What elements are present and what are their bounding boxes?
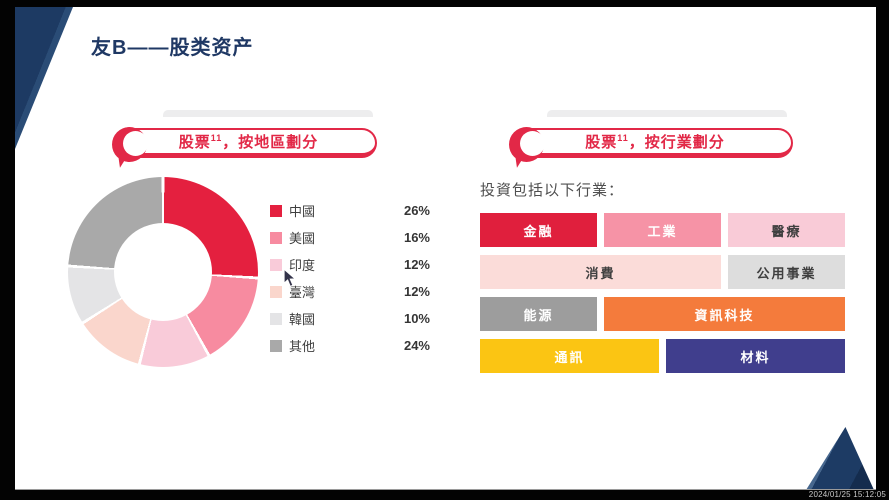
left-section-header: 股票11，按地區劃分 [112, 127, 377, 168]
industry-block: 醫療 [728, 213, 845, 247]
right-section-header: 股票11，按行業劃分 [509, 127, 793, 168]
industry-block: 消費 [480, 255, 721, 289]
region-chart-legend: 中國 26% 美國 16% 印度 12% 臺灣 12% 韓國 10% 其他 24% [270, 197, 430, 359]
legend-swatch [270, 204, 282, 217]
recording-timestamp: 2024/01/25 15:12:05 [808, 490, 886, 499]
legend-item: 中國 26% [270, 197, 430, 224]
left-section-header-label: 股票11，按地區劃分 [178, 133, 319, 151]
legend-item: 美國 16% [270, 224, 430, 251]
industry-block: 材料 [666, 339, 845, 373]
legend-swatch [270, 285, 282, 298]
left-header-shadow [163, 110, 373, 117]
legend-item: 印度 12% [270, 251, 430, 278]
legend-item: 其他 24% [270, 332, 430, 359]
corner-stripes-decoration-bottom-right [806, 427, 874, 489]
page-title: 友B——股类资产 [91, 37, 254, 59]
industries-subtitle: 投資包括以下行業： [480, 182, 625, 199]
legend-value: 12% [403, 257, 430, 272]
presentation-slide: 友B——股类资产 股票11，按地區劃分 股票11，按行業劃分 中國 26% 美國 16… [15, 7, 876, 490]
corner-stripes-decoration-top-left [15, 7, 73, 149]
industry-block: 工業 [604, 213, 721, 247]
right-section-header-label: 股票11，按行業劃分 [585, 133, 725, 151]
quote-crescent-icon [112, 127, 148, 168]
legend-value: 26% [403, 203, 430, 218]
legend-swatch [270, 339, 282, 352]
legend-label: 印度 [289, 258, 316, 273]
industry-block: 資訊科技 [604, 297, 845, 331]
legend-swatch [270, 312, 282, 325]
industry-blocks-grid: 金融 工業 醫療 消費 公用事業能源 資訊科技通訊 材料 [480, 213, 845, 373]
legend-value: 12% [403, 284, 430, 299]
industry-block: 通訊 [480, 339, 659, 373]
region-donut-chart [68, 177, 258, 367]
legend-swatch [270, 258, 282, 271]
industry-block: 金融 [480, 213, 597, 247]
legend-item: 韓國 10% [270, 305, 430, 332]
legend-value: 16% [403, 230, 430, 245]
legend-value: 10% [403, 311, 430, 326]
legend-label: 臺灣 [289, 285, 316, 300]
legend-label: 中國 [289, 204, 316, 219]
industry-block: 公用事業 [728, 255, 845, 289]
legend-label: 韓國 [289, 312, 316, 327]
legend-value: 24% [403, 338, 430, 353]
mouse-cursor-icon [283, 268, 297, 288]
legend-label: 美國 [289, 231, 316, 246]
quote-crescent-icon [509, 127, 545, 168]
donut-hole [114, 223, 212, 321]
legend-item: 臺灣 12% [270, 278, 430, 305]
right-header-shadow [547, 110, 787, 117]
legend-swatch [270, 231, 282, 244]
industry-block: 能源 [480, 297, 597, 331]
legend-label: 其他 [289, 339, 316, 354]
